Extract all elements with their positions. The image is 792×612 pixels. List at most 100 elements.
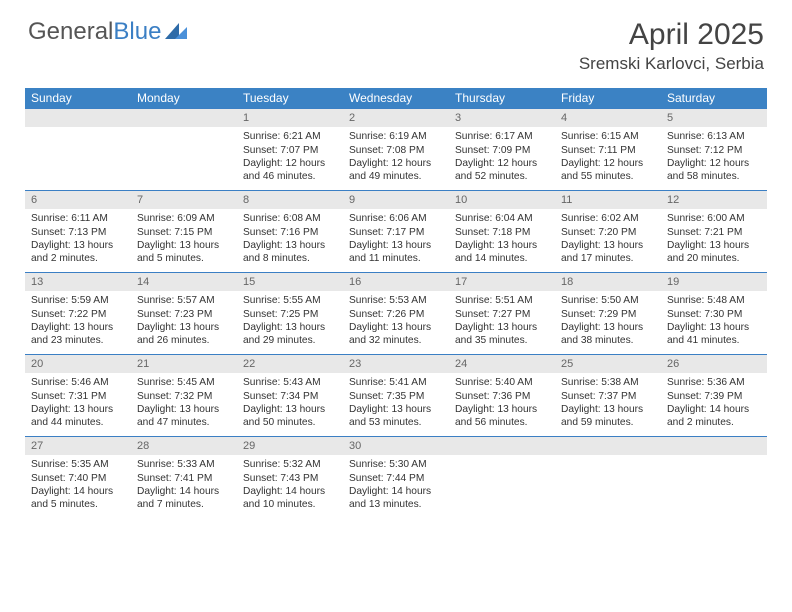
calendar-day-cell: 8Sunrise: 6:08 AMSunset: 7:16 PMDaylight… — [237, 190, 343, 272]
calendar-day-cell: 22Sunrise: 5:43 AMSunset: 7:34 PMDayligh… — [237, 354, 343, 436]
calendar-day-cell: 2Sunrise: 6:19 AMSunset: 7:08 PMDaylight… — [343, 108, 449, 190]
day-details: Sunrise: 5:50 AMSunset: 7:29 PMDaylight:… — [555, 291, 661, 351]
day-number: 18 — [555, 272, 661, 291]
calendar-day-cell: 6Sunrise: 6:11 AMSunset: 7:13 PMDaylight… — [25, 190, 131, 272]
calendar-day-cell: 1Sunrise: 6:21 AMSunset: 7:07 PMDaylight… — [237, 108, 343, 190]
day-number: 11 — [555, 190, 661, 209]
day-number: 25 — [555, 354, 661, 373]
calendar-day-cell: 24Sunrise: 5:40 AMSunset: 7:36 PMDayligh… — [449, 354, 555, 436]
day-details: Sunrise: 5:36 AMSunset: 7:39 PMDaylight:… — [661, 373, 767, 433]
day-number: 3 — [449, 108, 555, 127]
weekday-header: Thursday — [449, 88, 555, 108]
calendar-day-cell: . — [661, 436, 767, 518]
day-number: 17 — [449, 272, 555, 291]
calendar-week-row: 13Sunrise: 5:59 AMSunset: 7:22 PMDayligh… — [25, 272, 767, 354]
calendar-day-cell: 20Sunrise: 5:46 AMSunset: 7:31 PMDayligh… — [25, 354, 131, 436]
day-number: 8 — [237, 190, 343, 209]
day-details: Sunrise: 6:19 AMSunset: 7:08 PMDaylight:… — [343, 127, 449, 187]
calendar-day-cell: . — [25, 108, 131, 190]
calendar-header-row: SundayMondayTuesdayWednesdayThursdayFrid… — [25, 88, 767, 108]
calendar-week-row: 6Sunrise: 6:11 AMSunset: 7:13 PMDaylight… — [25, 190, 767, 272]
day-details: Sunrise: 6:21 AMSunset: 7:07 PMDaylight:… — [237, 127, 343, 187]
weekday-header: Sunday — [25, 88, 131, 108]
calendar-day-cell: 30Sunrise: 5:30 AMSunset: 7:44 PMDayligh… — [343, 436, 449, 518]
day-number: 14 — [131, 272, 237, 291]
calendar-day-cell: 13Sunrise: 5:59 AMSunset: 7:22 PMDayligh… — [25, 272, 131, 354]
day-details: Sunrise: 5:32 AMSunset: 7:43 PMDaylight:… — [237, 455, 343, 515]
calendar-day-cell: 4Sunrise: 6:15 AMSunset: 7:11 PMDaylight… — [555, 108, 661, 190]
day-details: Sunrise: 5:53 AMSunset: 7:26 PMDaylight:… — [343, 291, 449, 351]
calendar-day-cell: 15Sunrise: 5:55 AMSunset: 7:25 PMDayligh… — [237, 272, 343, 354]
day-number: 20 — [25, 354, 131, 373]
calendar-day-cell: 27Sunrise: 5:35 AMSunset: 7:40 PMDayligh… — [25, 436, 131, 518]
calendar-day-cell: . — [449, 436, 555, 518]
day-number: 10 — [449, 190, 555, 209]
day-number: 27 — [25, 436, 131, 455]
calendar-week-row: ..1Sunrise: 6:21 AMSunset: 7:07 PMDaylig… — [25, 108, 767, 190]
calendar-day-cell: 7Sunrise: 6:09 AMSunset: 7:15 PMDaylight… — [131, 190, 237, 272]
day-number: 2 — [343, 108, 449, 127]
day-details: Sunrise: 6:00 AMSunset: 7:21 PMDaylight:… — [661, 209, 767, 269]
calendar-day-cell: 9Sunrise: 6:06 AMSunset: 7:17 PMDaylight… — [343, 190, 449, 272]
calendar-body: .. 1Sunrise: 6:21 AMSunset: 7:07 PMDaylig… — [25, 108, 767, 518]
day-number: 24 — [449, 354, 555, 373]
calendar-day-cell: 16Sunrise: 5:53 AMSunset: 7:26 PMDayligh… — [343, 272, 449, 354]
day-number: 21 — [131, 354, 237, 373]
day-details: Sunrise: 5:40 AMSunset: 7:36 PMDaylight:… — [449, 373, 555, 433]
page-title: April 2025 — [579, 18, 764, 52]
calendar-day-cell: 18Sunrise: 5:50 AMSunset: 7:29 PMDayligh… — [555, 272, 661, 354]
day-number: 19 — [661, 272, 767, 291]
day-number: 16 — [343, 272, 449, 291]
day-number: 9 — [343, 190, 449, 209]
day-number: 26 — [661, 354, 767, 373]
calendar-day-cell: 3Sunrise: 6:17 AMSunset: 7:09 PMDaylight… — [449, 108, 555, 190]
day-number: 15 — [237, 272, 343, 291]
weekday-header: Wednesday — [343, 88, 449, 108]
day-details: Sunrise: 6:08 AMSunset: 7:16 PMDaylight:… — [237, 209, 343, 269]
day-details: Sunrise: 5:33 AMSunset: 7:41 PMDaylight:… — [131, 455, 237, 515]
day-number: 29 — [237, 436, 343, 455]
calendar-day-cell: 5Sunrise: 6:13 AMSunset: 7:12 PMDaylight… — [661, 108, 767, 190]
title-block: April 2025 Sremski Karlovci, Serbia — [579, 18, 764, 74]
day-number: 7 — [131, 190, 237, 209]
day-details: Sunrise: 6:17 AMSunset: 7:09 PMDaylight:… — [449, 127, 555, 187]
day-details: Sunrise: 5:38 AMSunset: 7:37 PMDaylight:… — [555, 373, 661, 433]
day-details: Sunrise: 6:06 AMSunset: 7:17 PMDaylight:… — [343, 209, 449, 269]
day-details: Sunrise: 5:35 AMSunset: 7:40 PMDaylight:… — [25, 455, 131, 515]
brand-triangle-icon — [165, 18, 187, 46]
calendar-table: SundayMondayTuesdayWednesdayThursdayFrid… — [25, 88, 767, 518]
day-details: Sunrise: 5:41 AMSunset: 7:35 PMDaylight:… — [343, 373, 449, 433]
day-number: 13 — [25, 272, 131, 291]
page-header: GeneralBlue April 2025 Sremski Karlovci,… — [0, 0, 792, 82]
day-details: Sunrise: 5:45 AMSunset: 7:32 PMDaylight:… — [131, 373, 237, 433]
calendar-day-cell: 26Sunrise: 5:36 AMSunset: 7:39 PMDayligh… — [661, 354, 767, 436]
day-details: Sunrise: 5:57 AMSunset: 7:23 PMDaylight:… — [131, 291, 237, 351]
calendar-day-cell: 29Sunrise: 5:32 AMSunset: 7:43 PMDayligh… — [237, 436, 343, 518]
brand-logo: GeneralBlue — [28, 18, 187, 46]
day-number: 30 — [343, 436, 449, 455]
weekday-header: Saturday — [661, 88, 767, 108]
calendar-week-row: 20Sunrise: 5:46 AMSunset: 7:31 PMDayligh… — [25, 354, 767, 436]
day-details: Sunrise: 5:55 AMSunset: 7:25 PMDaylight:… — [237, 291, 343, 351]
calendar-day-cell: 28Sunrise: 5:33 AMSunset: 7:41 PMDayligh… — [131, 436, 237, 518]
calendar-day-cell: 14Sunrise: 5:57 AMSunset: 7:23 PMDayligh… — [131, 272, 237, 354]
location-label: Sremski Karlovci, Serbia — [579, 54, 764, 74]
day-details: Sunrise: 5:46 AMSunset: 7:31 PMDaylight:… — [25, 373, 131, 433]
day-details: Sunrise: 5:43 AMSunset: 7:34 PMDaylight:… — [237, 373, 343, 433]
day-details: Sunrise: 5:30 AMSunset: 7:44 PMDaylight:… — [343, 455, 449, 515]
day-details: Sunrise: 5:59 AMSunset: 7:22 PMDaylight:… — [25, 291, 131, 351]
day-number: 23 — [343, 354, 449, 373]
calendar-day-cell: 10Sunrise: 6:04 AMSunset: 7:18 PMDayligh… — [449, 190, 555, 272]
calendar-day-cell: 23Sunrise: 5:41 AMSunset: 7:35 PMDayligh… — [343, 354, 449, 436]
day-details: Sunrise: 6:09 AMSunset: 7:15 PMDaylight:… — [131, 209, 237, 269]
day-details: Sunrise: 6:02 AMSunset: 7:20 PMDaylight:… — [555, 209, 661, 269]
calendar-day-cell: 25Sunrise: 5:38 AMSunset: 7:37 PMDayligh… — [555, 354, 661, 436]
weekday-header: Tuesday — [237, 88, 343, 108]
day-number: 28 — [131, 436, 237, 455]
calendar-day-cell: 19Sunrise: 5:48 AMSunset: 7:30 PMDayligh… — [661, 272, 767, 354]
day-details: Sunrise: 6:13 AMSunset: 7:12 PMDaylight:… — [661, 127, 767, 187]
day-details: Sunrise: 6:11 AMSunset: 7:13 PMDaylight:… — [25, 209, 131, 269]
calendar-day-cell: 11Sunrise: 6:02 AMSunset: 7:20 PMDayligh… — [555, 190, 661, 272]
calendar-day-cell: 17Sunrise: 5:51 AMSunset: 7:27 PMDayligh… — [449, 272, 555, 354]
day-number: 5 — [661, 108, 767, 127]
